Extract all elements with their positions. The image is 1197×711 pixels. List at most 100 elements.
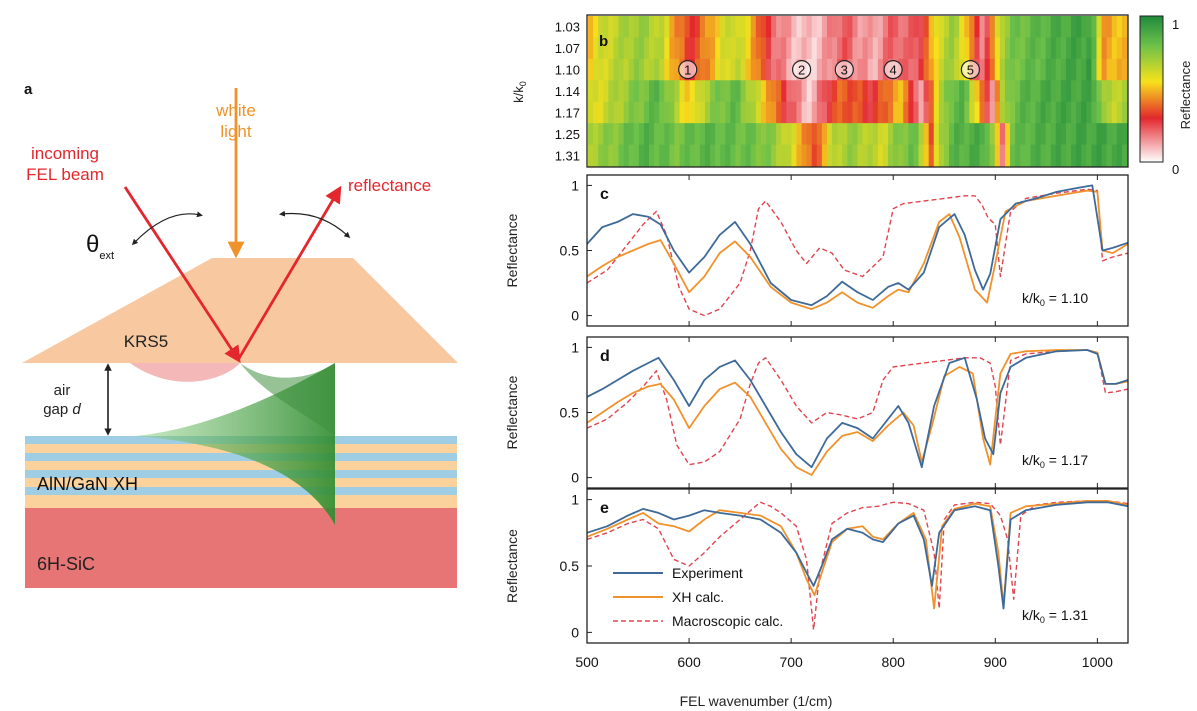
heatmap-cell bbox=[1081, 37, 1087, 60]
heatmap-cell bbox=[806, 123, 813, 146]
heatmap-cell bbox=[933, 101, 940, 124]
heatmap-cell bbox=[852, 16, 859, 38]
heatmap-cell bbox=[903, 101, 909, 124]
heatmap-cell bbox=[1081, 123, 1087, 146]
heatmap-cell bbox=[740, 144, 747, 167]
heatmap-cell bbox=[735, 80, 742, 103]
heatmap-cell bbox=[806, 16, 813, 38]
heatmap-cell bbox=[628, 16, 635, 38]
heatmap-cell bbox=[857, 16, 864, 38]
heatmap-cell bbox=[1040, 123, 1047, 146]
panel-d-label: d bbox=[600, 348, 610, 365]
heatmap-cell bbox=[1060, 144, 1067, 167]
heatmap-cell bbox=[877, 16, 884, 38]
heatmap-cell bbox=[1086, 144, 1092, 167]
heatmap-cell bbox=[974, 123, 981, 146]
heatmap-cell bbox=[801, 123, 808, 146]
heatmap-cell bbox=[1020, 58, 1026, 81]
heatmap-cell bbox=[750, 144, 757, 167]
heatmap-cell bbox=[1071, 58, 1077, 81]
heatmap-cell bbox=[816, 144, 823, 167]
heatmap-cell bbox=[877, 80, 884, 103]
heatmap-cell bbox=[750, 37, 757, 60]
legend-macro: Macroscopic calc. bbox=[672, 613, 783, 629]
incoming-label-2: FEL beam bbox=[26, 165, 104, 184]
heatmap-cell bbox=[1025, 144, 1031, 167]
heatmap-cell bbox=[811, 123, 818, 146]
heatmap-cell bbox=[938, 80, 945, 103]
heatmap-cell bbox=[923, 58, 930, 81]
heatmap-cell bbox=[1081, 80, 1087, 103]
heatmap-cell bbox=[1086, 80, 1092, 103]
heatmap-cell bbox=[704, 58, 711, 81]
heatmap-cell bbox=[989, 37, 996, 60]
heatmap-cell bbox=[694, 37, 701, 60]
heatmap-cell bbox=[1015, 123, 1021, 146]
heatmap-cell bbox=[867, 37, 874, 60]
heatmap-cell bbox=[1116, 101, 1123, 124]
heatmap-cell bbox=[1050, 16, 1057, 38]
heatmap-row-label: 1.25 bbox=[555, 127, 580, 142]
heatmap-cell bbox=[1040, 144, 1047, 167]
heatmap-cell bbox=[1111, 16, 1118, 38]
heatmap-cell bbox=[918, 123, 925, 146]
heatmap-cell bbox=[954, 123, 960, 146]
heatmap-cell bbox=[857, 58, 864, 81]
krs5-prism bbox=[22, 258, 458, 363]
heatmap-cell bbox=[669, 123, 676, 146]
heatmap-cell bbox=[618, 101, 625, 124]
heatmap-cell bbox=[1076, 37, 1082, 60]
panel-a-label: a bbox=[24, 81, 33, 98]
heatmap-cell bbox=[628, 144, 635, 167]
heatmap-cell bbox=[842, 16, 848, 38]
mode-marker-circle bbox=[791, 59, 812, 80]
heatmap-cell bbox=[1065, 16, 1072, 38]
heatmap-cell bbox=[710, 16, 716, 38]
heatmap-cell bbox=[669, 144, 676, 167]
heatmap-cell bbox=[750, 80, 757, 103]
heatmap-cell bbox=[623, 144, 630, 167]
heatmap-cell bbox=[923, 101, 930, 124]
y-tick-label: 1 bbox=[571, 339, 579, 355]
heatmap-cell bbox=[1045, 37, 1052, 60]
heatmap-cell bbox=[1030, 58, 1037, 81]
heatmap-cell bbox=[816, 101, 823, 124]
heatmap-cell bbox=[796, 80, 803, 103]
heatmap-cell bbox=[877, 58, 884, 81]
heatmap-cell bbox=[867, 123, 874, 146]
heatmap-ylabel: k/k0 bbox=[511, 81, 528, 103]
heatmap-cell bbox=[888, 80, 894, 103]
heatmap-cell bbox=[974, 80, 981, 103]
heatmap-cell bbox=[837, 16, 843, 38]
heatmap-cell bbox=[765, 37, 772, 60]
heatmap-cell bbox=[613, 16, 620, 38]
heatmap-cell bbox=[593, 58, 599, 81]
panel-e: 0 0.5 1 500 600 700 800 900 1000 Reflectance e k/k0… bbox=[504, 488, 1129, 670]
heatmap-cell bbox=[659, 144, 665, 167]
heatmap-cell bbox=[659, 80, 665, 103]
heatmap-cell bbox=[964, 16, 970, 38]
heatmap-cell bbox=[704, 123, 711, 146]
heatmap-cell bbox=[852, 101, 859, 124]
heatmap-cell bbox=[898, 144, 904, 167]
heatmap-cell bbox=[943, 16, 950, 38]
heatmap-cell bbox=[588, 58, 594, 81]
heatmap-cell bbox=[771, 101, 777, 124]
heatmap-cell bbox=[699, 101, 706, 124]
heatmap-cell bbox=[832, 80, 838, 103]
heatmap-cell bbox=[1025, 16, 1031, 38]
heatmap-cell bbox=[791, 101, 798, 124]
heatmap-cell bbox=[893, 101, 899, 124]
heatmap-cell bbox=[715, 123, 721, 146]
heatmap-cell bbox=[654, 58, 660, 81]
heatmap-cell bbox=[1065, 37, 1072, 60]
heatmap-cell bbox=[1050, 80, 1057, 103]
heatmap-cell bbox=[903, 37, 909, 60]
heatmap-cell bbox=[811, 58, 818, 81]
heatmap-cell bbox=[1004, 58, 1011, 81]
heatmap-cell bbox=[725, 101, 731, 124]
substrate-layer bbox=[25, 508, 457, 588]
heatmap-cell bbox=[628, 37, 635, 60]
heatmap-cell bbox=[816, 58, 823, 81]
